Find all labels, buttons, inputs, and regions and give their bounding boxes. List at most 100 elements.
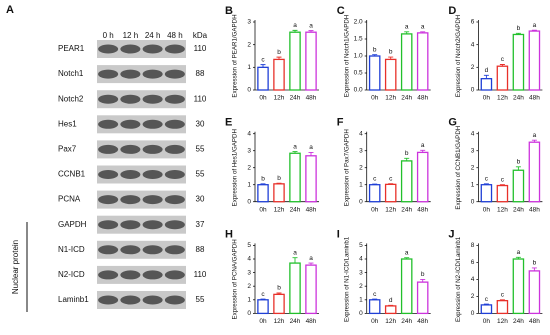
x-tick-label: 0h xyxy=(483,206,491,213)
x-tick-label: 48h xyxy=(529,318,540,325)
x-tick-label: 0h xyxy=(371,95,379,102)
bar xyxy=(496,65,509,91)
error-bar xyxy=(292,29,298,33)
bar xyxy=(400,160,413,203)
y-axis-label: Expression of CCNB1/GAPDH xyxy=(455,126,462,210)
bar xyxy=(273,183,285,203)
error-bar xyxy=(420,278,426,283)
error-bar xyxy=(260,298,266,300)
error-bar xyxy=(372,54,378,56)
blot-band xyxy=(120,195,141,205)
significance-letter: a xyxy=(405,249,409,256)
significance-letter: a xyxy=(517,249,521,256)
kda-label: 55 xyxy=(196,145,205,154)
kda-label: 88 xyxy=(196,245,205,254)
blot-strip xyxy=(97,140,186,159)
x-tick-label: 24h xyxy=(401,206,412,213)
bar xyxy=(305,264,317,315)
panel-label: A xyxy=(6,4,14,16)
blot-band xyxy=(142,69,163,79)
kda-header: kDa xyxy=(193,31,208,40)
protein-label: Notch2 xyxy=(58,94,84,103)
bar xyxy=(384,58,397,91)
bar xyxy=(305,31,317,91)
significance-letter: a xyxy=(405,24,409,31)
blot-band xyxy=(120,270,141,280)
kda-label: 110 xyxy=(194,94,207,103)
blot-strip xyxy=(97,165,186,184)
error-bar xyxy=(404,257,410,259)
x-tick-label: 0h xyxy=(371,206,379,213)
significance-letter: c xyxy=(501,292,505,299)
y-tick-label: 1.5 xyxy=(354,36,363,43)
y-tick-label: 2 xyxy=(471,64,475,71)
error-bar xyxy=(499,64,505,67)
protein-label: N2-ICD xyxy=(58,270,85,279)
significance-letter: c xyxy=(389,175,393,182)
x-tick-label: 48h xyxy=(417,206,428,213)
significance-letter: b xyxy=(277,49,281,56)
y-tick-label: 2 xyxy=(359,283,363,290)
blot-band xyxy=(98,195,119,205)
x-tick-label: 24h xyxy=(290,95,301,102)
blot-band xyxy=(164,144,185,154)
blot-strip xyxy=(97,65,186,84)
y-tick-label: 2 xyxy=(359,164,363,171)
bar xyxy=(305,155,317,203)
y-tick-label: 2 xyxy=(247,41,251,48)
y-tick-label: 4 xyxy=(359,130,363,137)
y-tick-label: 3 xyxy=(247,19,251,26)
blot-band xyxy=(164,270,185,280)
panel-label: G xyxy=(448,117,457,129)
error-bar xyxy=(531,29,537,32)
x-tick-label: 48h xyxy=(417,318,428,325)
x-tick-label: 12h xyxy=(385,95,396,102)
blot-strip xyxy=(97,291,186,309)
panel-label: C xyxy=(337,5,345,17)
significance-letter: a xyxy=(293,22,297,29)
error-bar xyxy=(260,64,266,68)
protein-label: Notch1 xyxy=(58,69,84,78)
bar xyxy=(289,31,301,91)
protein-label: GAPDH xyxy=(58,220,87,229)
bar xyxy=(496,184,509,203)
y-tick-label: 2 xyxy=(471,293,475,300)
error-bar xyxy=(308,151,314,156)
blot-strip xyxy=(97,190,186,209)
x-tick-label: 12h xyxy=(385,206,396,213)
error-bar xyxy=(515,256,521,259)
significance-letter: b xyxy=(517,159,521,166)
bar xyxy=(496,299,509,315)
bar xyxy=(416,32,429,91)
significance-letter: b xyxy=(421,271,425,278)
blot-band xyxy=(120,220,141,230)
y-tick-label: 1 xyxy=(247,297,251,304)
y-tick-label: 3 xyxy=(247,269,251,276)
error-bar xyxy=(276,56,282,60)
error-bar xyxy=(308,262,314,266)
blot-band xyxy=(164,245,185,255)
bar xyxy=(384,183,397,203)
error-bar xyxy=(499,184,505,186)
error-bar xyxy=(483,74,489,79)
significance-letter: a xyxy=(309,144,313,151)
error-bar xyxy=(372,183,378,185)
y-tick-label: 6 xyxy=(471,19,475,26)
time-label: 0 h xyxy=(103,31,114,40)
y-tick-label: 0 xyxy=(471,310,475,317)
bar xyxy=(512,169,525,203)
kda-label: 110 xyxy=(194,44,207,53)
x-tick-label: 0h xyxy=(483,95,491,102)
x-tick-label: 0h xyxy=(371,318,379,325)
bar xyxy=(368,184,381,203)
y-tick-label: 3 xyxy=(359,147,363,154)
y-tick-label: 0.5 xyxy=(354,70,363,77)
bar xyxy=(289,152,301,203)
blot-band xyxy=(98,270,119,280)
blot-strip xyxy=(97,40,186,58)
bar xyxy=(528,270,541,315)
protein-label: N1-ICD xyxy=(58,245,85,254)
panel-label: J xyxy=(448,228,454,240)
y-tick-label: 3 xyxy=(471,147,475,154)
error-bar xyxy=(388,304,394,306)
